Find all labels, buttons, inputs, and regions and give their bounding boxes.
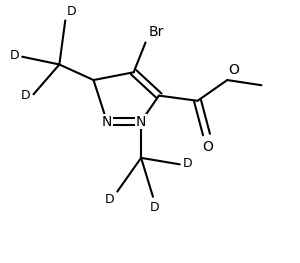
Text: Br: Br [148, 24, 164, 39]
Text: D: D [67, 5, 76, 18]
Text: D: D [183, 156, 192, 170]
Text: N: N [102, 115, 112, 129]
Text: D: D [150, 201, 159, 214]
Text: O: O [228, 63, 239, 78]
Text: D: D [21, 89, 31, 102]
Text: O: O [202, 140, 213, 154]
Text: D: D [105, 193, 114, 206]
Text: N: N [136, 115, 146, 129]
Text: D: D [10, 49, 19, 62]
